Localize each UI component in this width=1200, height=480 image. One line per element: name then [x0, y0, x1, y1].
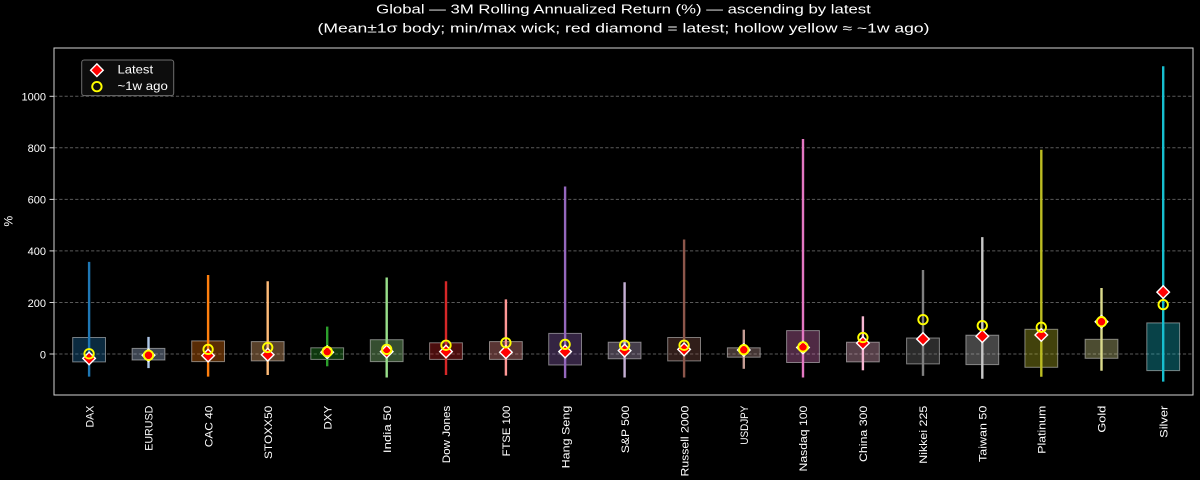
svg-text:FTSE 100: FTSE 100 — [501, 406, 513, 457]
svg-text:Taiwan 50: Taiwan 50 — [978, 406, 990, 462]
svg-text:200: 200 — [28, 298, 46, 310]
svg-text:400: 400 — [28, 246, 46, 258]
svg-text:Hang Seng: Hang Seng — [560, 406, 572, 469]
svg-text:USDJPY: USDJPY — [739, 405, 751, 444]
svg-text:Silver: Silver — [1158, 405, 1170, 438]
svg-text:Latest: Latest — [118, 63, 154, 77]
svg-text:(Mean±1σ body; min/max wick; r: (Mean±1σ body; min/max wick; red diamond… — [318, 21, 930, 36]
svg-text:Nikkei 225: Nikkei 225 — [918, 406, 930, 464]
svg-text:Platinum: Platinum — [1037, 406, 1049, 454]
svg-text:600: 600 — [28, 195, 46, 207]
svg-text:India 50: India 50 — [382, 406, 394, 453]
svg-text:EURUSD: EURUSD — [144, 406, 156, 451]
svg-text:%: % — [2, 216, 16, 227]
svg-text:Russell 2000: Russell 2000 — [679, 406, 691, 477]
svg-text:DXY: DXY — [322, 405, 334, 430]
svg-text:0: 0 — [40, 349, 46, 361]
svg-text:800: 800 — [28, 143, 46, 155]
svg-text:DAX: DAX — [84, 405, 96, 427]
svg-text:~1w ago: ~1w ago — [118, 79, 168, 93]
svg-text:Dow Jones: Dow Jones — [441, 405, 453, 463]
svg-text:China 300: China 300 — [858, 406, 870, 462]
svg-text:1000: 1000 — [22, 92, 46, 104]
svg-text:STOXX50: STOXX50 — [263, 406, 275, 459]
svg-text:S&P 500: S&P 500 — [620, 406, 632, 453]
svg-text:CAC 40: CAC 40 — [203, 406, 215, 448]
svg-text:Gold: Gold — [1097, 406, 1109, 433]
svg-text:Nasdaq 100: Nasdaq 100 — [798, 406, 810, 472]
svg-text:Global — 3M Rolling Annualized: Global — 3M Rolling Annualized Return (%… — [376, 2, 871, 17]
